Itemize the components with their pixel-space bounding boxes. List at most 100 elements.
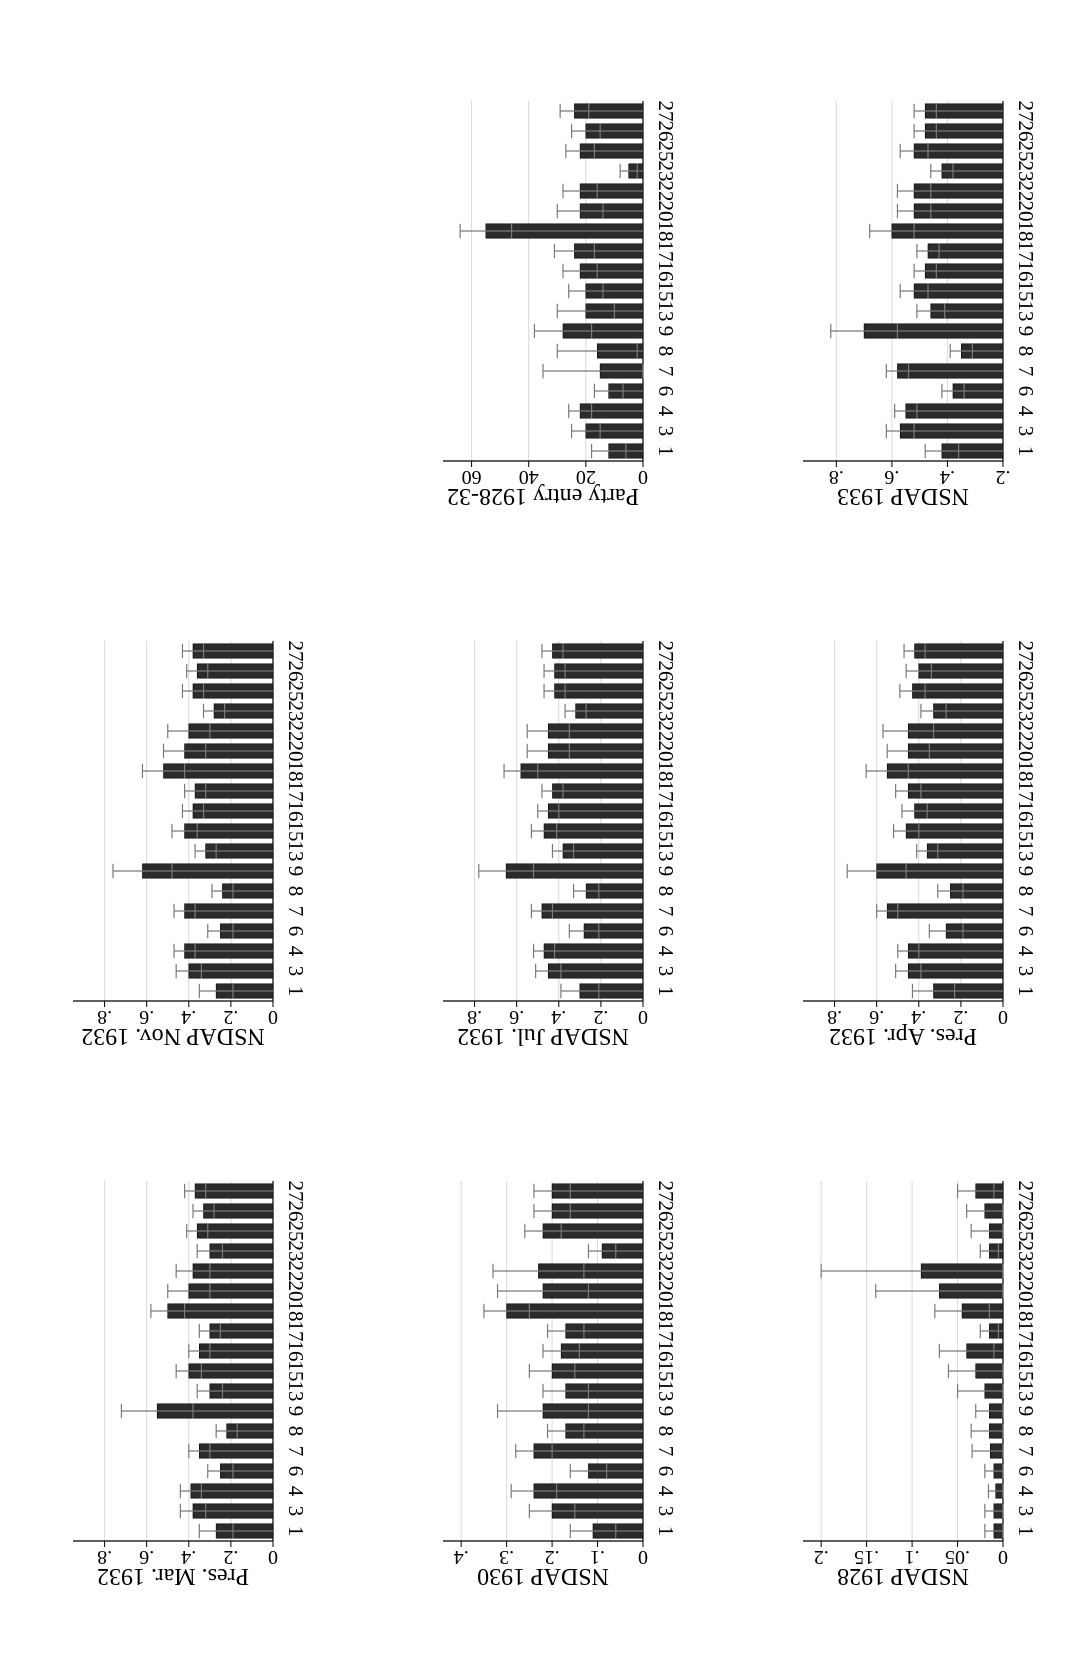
value-tick-label: 0 [638, 466, 648, 488]
category-label: 27 [1014, 101, 1038, 122]
category-label: 25 [1014, 141, 1038, 162]
category-label: 27 [1014, 1181, 1038, 1202]
category-label: 7 [654, 906, 678, 917]
value-tick-label: .6 [139, 1006, 154, 1028]
category-label: 9 [1014, 866, 1038, 877]
value-tick-label: 0 [638, 1006, 648, 1028]
category-label: 1 [654, 1526, 678, 1537]
value-tick-label: .8 [467, 1006, 482, 1028]
category-label: 23 [1014, 701, 1038, 722]
category-label: 1 [1014, 986, 1038, 997]
value-tick-label: 0 [268, 1006, 278, 1028]
category-label: 15 [284, 1361, 308, 1382]
category-label: 6 [654, 386, 678, 397]
category-label: 1 [1014, 1526, 1038, 1537]
category-label: 6 [1014, 386, 1038, 397]
category-label: 3 [284, 1506, 308, 1517]
category-label: 22 [654, 181, 678, 202]
value-tick-label: .6 [884, 466, 899, 488]
category-label: 3 [284, 966, 308, 977]
category-label: 26 [1014, 121, 1038, 142]
category-label: 16 [654, 261, 678, 282]
category-label: 9 [284, 866, 308, 877]
category-label: 26 [654, 661, 678, 682]
value-tick-label: .2 [545, 1546, 560, 1568]
value-tick-label: .05 [945, 1546, 970, 1568]
category-label: 22 [1014, 721, 1038, 742]
category-label: 17 [654, 781, 678, 802]
category-label: 18 [654, 1301, 678, 1322]
category-label: 20 [654, 741, 678, 762]
category-label: 27 [1014, 641, 1038, 662]
category-label: 7 [654, 366, 678, 377]
category-label: 17 [654, 1321, 678, 1342]
category-label: 25 [654, 141, 678, 162]
category-label: 8 [1014, 886, 1038, 897]
category-label: 17 [284, 1321, 308, 1342]
category-label: 20 [284, 1281, 308, 1302]
value-tick-label: .2 [814, 1546, 829, 1568]
panel-title: NSDAP 1933 [837, 483, 969, 509]
value-tick-label: .2 [996, 466, 1011, 488]
value-tick-label: .2 [953, 1006, 968, 1028]
panel-1: NSDAP 19280.05.1.15.21346789131516171820… [803, 1181, 1038, 1589]
category-label: 20 [284, 741, 308, 762]
category-label: 26 [284, 661, 308, 682]
category-label: 4 [654, 406, 678, 417]
category-label: 8 [1014, 346, 1038, 357]
panel-title: Pres. Mar. 1932 [97, 1563, 249, 1589]
category-label: 8 [1014, 1426, 1038, 1437]
value-tick-label: .6 [869, 1006, 884, 1028]
category-label: 26 [1014, 661, 1038, 682]
category-label: 9 [1014, 326, 1038, 337]
panel-3: Pres. Mar. 19320.2.4.6.81346789131516171… [73, 1181, 308, 1589]
category-label: 6 [284, 1466, 308, 1477]
category-label: 25 [284, 681, 308, 702]
value-tick-label: 0 [638, 1546, 648, 1568]
category-label: 23 [654, 1241, 678, 1262]
category-label: 17 [1014, 781, 1038, 802]
value-tick-label: 0 [998, 1006, 1008, 1028]
category-label: 18 [1014, 1301, 1038, 1322]
category-label: 23 [654, 161, 678, 182]
category-label: 23 [284, 701, 308, 722]
category-label: 17 [1014, 241, 1038, 262]
category-label: 27 [654, 641, 678, 662]
category-label: 8 [654, 346, 678, 357]
category-label: 15 [654, 281, 678, 302]
category-label: 26 [284, 1201, 308, 1222]
category-label: 9 [284, 1406, 308, 1417]
category-label: 16 [1014, 261, 1038, 282]
category-label: 1 [654, 986, 678, 997]
category-label: 6 [654, 1466, 678, 1477]
category-label: 22 [654, 1261, 678, 1282]
category-label: 4 [284, 1486, 308, 1497]
category-label: 22 [654, 721, 678, 742]
category-label: 15 [284, 821, 308, 842]
category-label: 18 [1014, 761, 1038, 782]
category-label: 9 [654, 326, 678, 337]
category-label: 25 [654, 1221, 678, 1242]
panel-title: NSDAP Jul. 1932 [457, 1023, 629, 1049]
category-label: 15 [1014, 281, 1038, 302]
category-label: 3 [654, 1506, 678, 1517]
panel-title: Party entry 1928-32 [447, 483, 639, 509]
panel-2: NSDAP 19300.1.2.3.4134678913151617182022… [443, 1181, 678, 1589]
value-tick-label: .8 [97, 1006, 112, 1028]
category-label: 25 [654, 681, 678, 702]
category-label: 20 [1014, 1281, 1038, 1302]
category-label: 25 [284, 1221, 308, 1242]
category-label: 20 [654, 201, 678, 222]
panel-6: NSDAP Nov. 19320.2.4.6.81346789131516171… [73, 641, 308, 1049]
value-tick-label: 0 [268, 1546, 278, 1568]
category-label: 3 [1014, 426, 1038, 437]
category-label: 20 [1014, 741, 1038, 762]
value-tick-label: .1 [905, 1546, 920, 1568]
value-tick-label: .15 [854, 1546, 879, 1568]
value-tick-label: .6 [509, 1006, 524, 1028]
value-tick-label: 0 [998, 1546, 1008, 1568]
category-label: 8 [284, 886, 308, 897]
category-label: 17 [654, 241, 678, 262]
category-label: 16 [654, 1341, 678, 1362]
value-tick-label: .4 [911, 1006, 926, 1028]
